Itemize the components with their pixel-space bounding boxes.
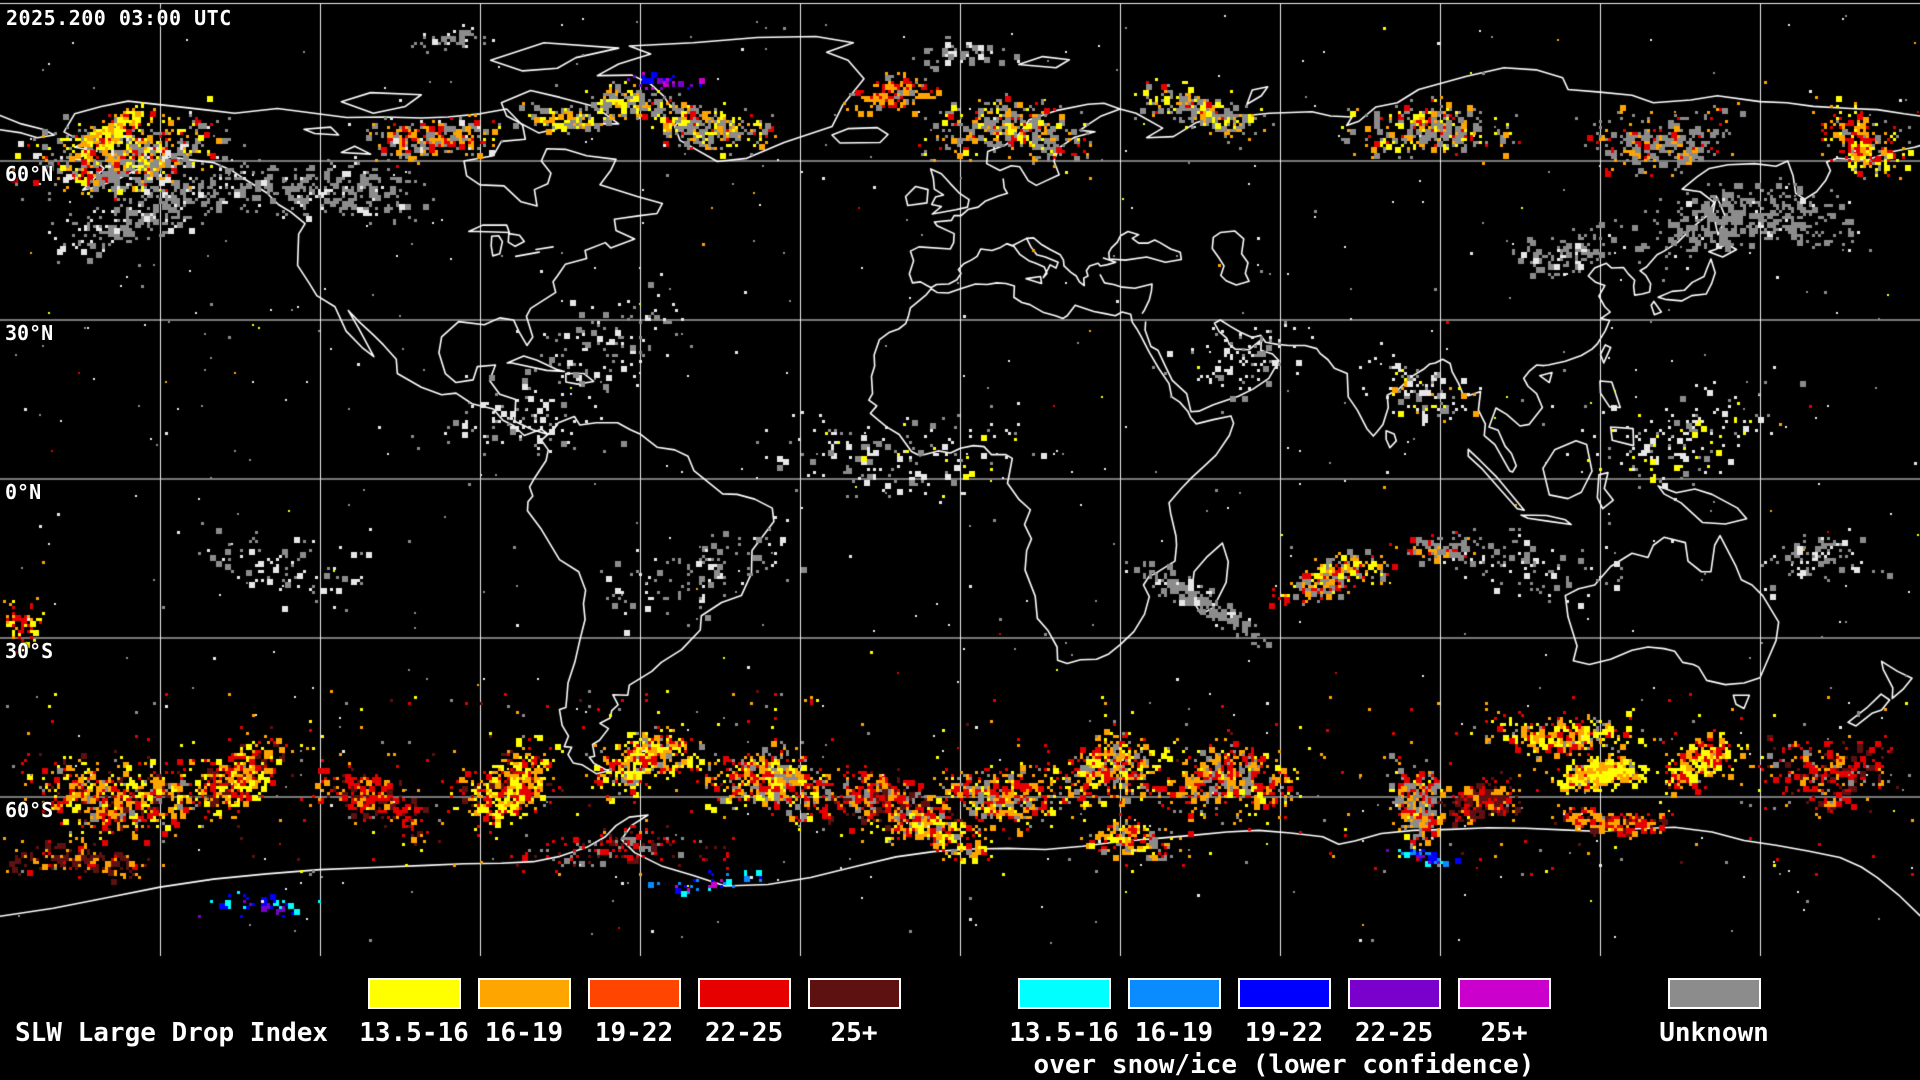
legend-label-standard-1: 16-19 [484,1018,564,1048]
legend-label-snow-ice-2: 19-22 [1244,1018,1324,1048]
legend-swatch-snow-ice-2 [1238,978,1331,1009]
legend-title: SLW Large Drop Index [15,1018,329,1048]
legend-swatch-standard-2 [588,978,681,1009]
latitude-label-4: 60°S [5,798,54,822]
legend-swatch-snow-ice-3 [1348,978,1441,1009]
legend-label-standard-2: 19-22 [594,1018,674,1048]
legend-swatch-unknown [1668,978,1761,1009]
legend-swatch-standard-4 [808,978,901,1009]
latitude-label-2: 0°N [5,480,42,504]
legend-label-snow-ice-0: 13.5-16 [1009,1018,1119,1048]
timestamp-label: 2025.200 03:00 UTC [6,6,232,30]
legend-swatch-snow-ice-4 [1458,978,1551,1009]
legend-swatch-standard-3 [698,978,791,1009]
latitude-label-1: 30°N [5,321,54,345]
legend-label-snow-ice-3: 22-25 [1354,1018,1434,1048]
legend-snow-ice-caption: over snow/ice (lower confidence) [1033,1050,1535,1080]
legend-label-standard-0: 13.5-16 [359,1018,469,1048]
legend-label-standard-4: 25+ [830,1018,878,1048]
latitude-label-3: 30°S [5,639,54,663]
legend-swatch-standard-0 [368,978,461,1009]
legend-swatch-snow-ice-0 [1018,978,1111,1009]
legend-label-snow-ice-1: 16-19 [1134,1018,1214,1048]
legend-swatch-snow-ice-1 [1128,978,1221,1009]
latitude-label-0: 60°N [5,162,54,186]
legend-label-standard-3: 22-25 [704,1018,784,1048]
legend-label-unknown: Unknown [1659,1018,1769,1048]
legend-swatch-standard-1 [478,978,571,1009]
legend-label-snow-ice-4: 25+ [1480,1018,1528,1048]
